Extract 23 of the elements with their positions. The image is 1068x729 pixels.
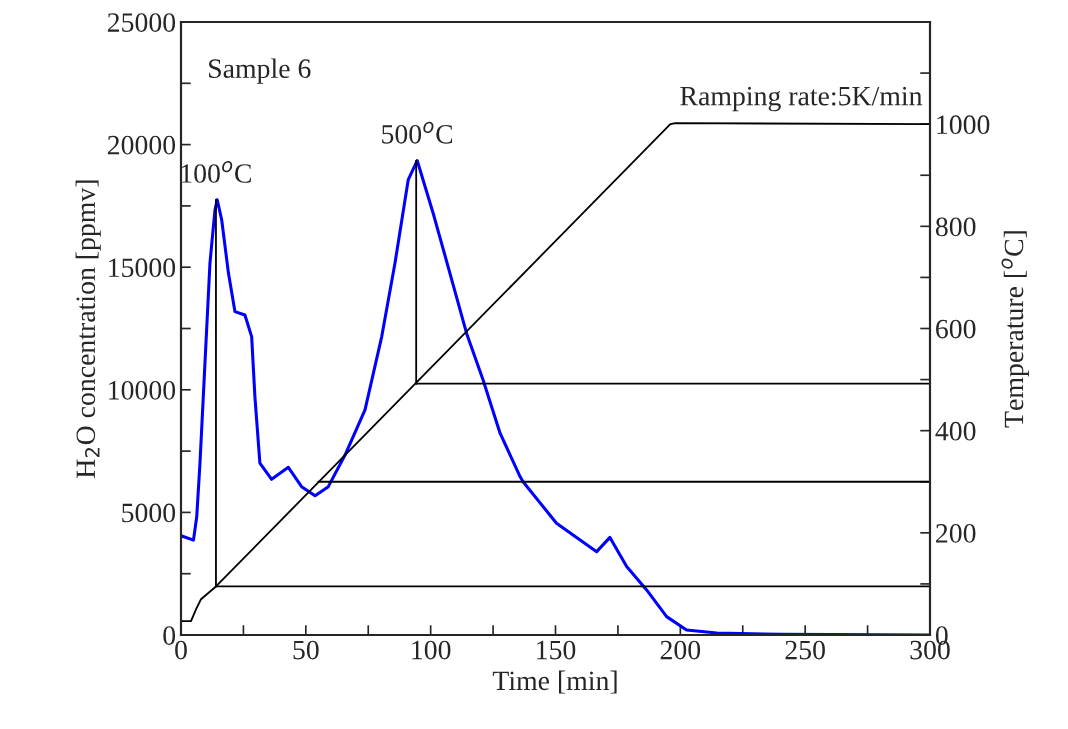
annotation: Sample 6 [209,58,311,84]
x-axis-title: Time [min] [492,670,617,694]
y2-tick-label: 1000 [937,115,990,135]
y2-axis-title: Temperature [$^{o}$C] [1001,231,1029,428]
y2-tick-label: 200 [936,524,976,543]
annotation: 100$^{o}$C [181,161,251,183]
y2-tick-label: 800 [935,217,976,237]
y2-tick-label: 600 [936,319,976,339]
y-tick-label: 5000 [122,503,176,523]
x-tick-label: 250 [785,640,825,660]
y-axis-title: H$_{2}$O concentration [ppmv] [75,180,101,478]
y-tick-label: 20000 [107,135,176,155]
x-tick-label: 150 [537,640,576,660]
y-tick-label: 10000 [109,380,176,400]
x-tick-label: 100 [412,640,451,660]
y-tick-label: 25000 [107,13,176,32]
annotation: Ramping rate:5K/min [680,86,923,112]
y2-tick-label: 400 [935,421,976,441]
x-tick-label: 50 [293,640,319,660]
y-tick-label: 15000 [109,258,176,278]
annotation: 500$^{o}$C [382,121,453,144]
y-tick-label: 0 [163,626,176,645]
x-tick-label: 200 [660,640,701,660]
